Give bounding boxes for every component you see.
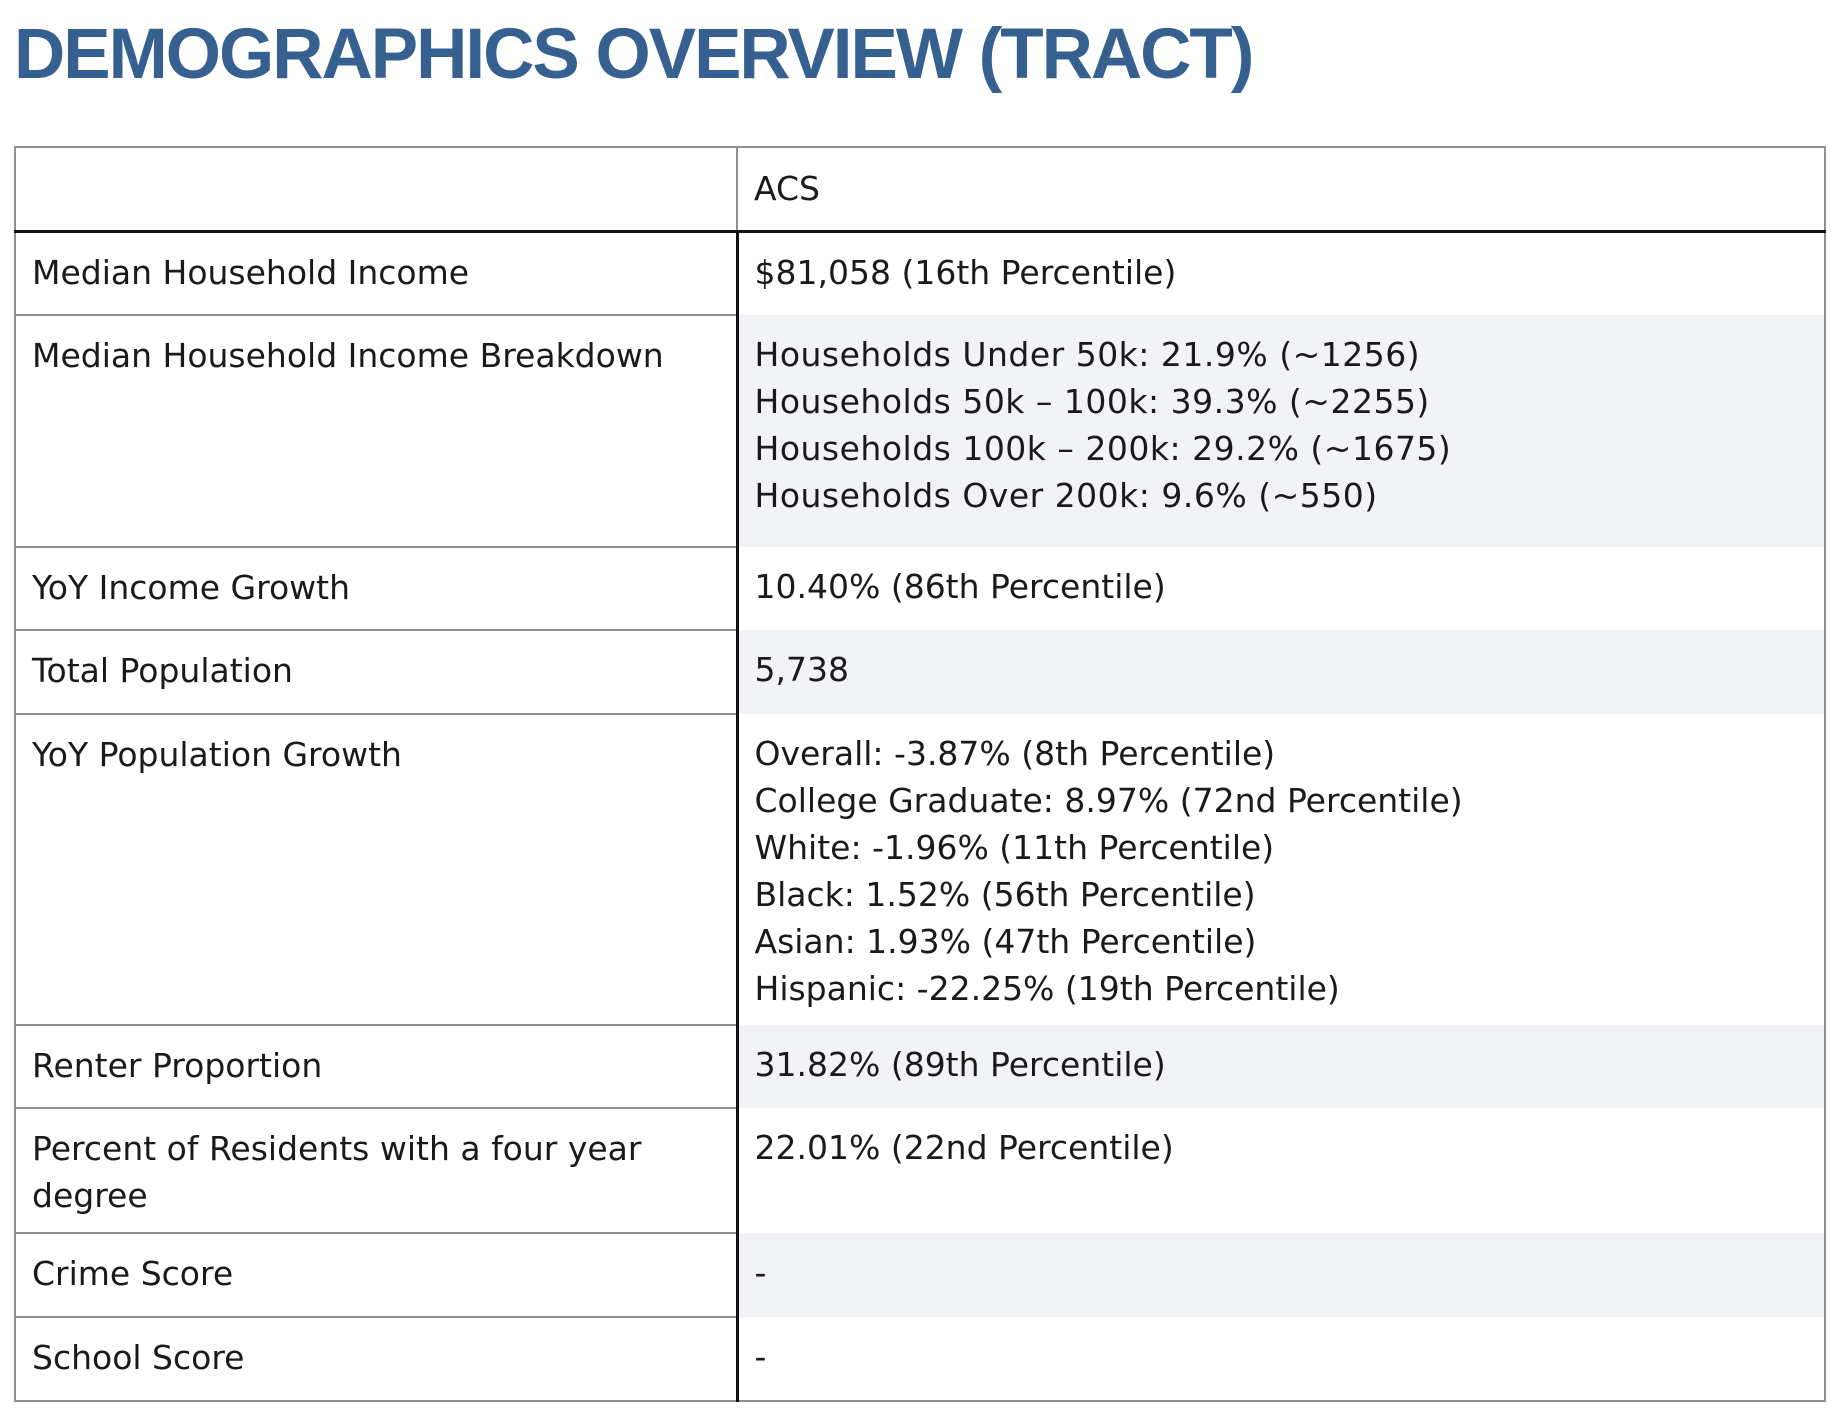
row-value: Overall: -3.87% (8th Percentile) College… <box>737 714 1825 1025</box>
row-yoy-income-growth: YoY Income Growth 10.40% (86th Percentil… <box>15 547 1825 631</box>
growth-hispanic: Hispanic: -22.25% (19th Percentile) <box>754 969 1340 1008</box>
row-yoy-population-growth: YoY Population Growth Overall: -3.87% (8… <box>15 714 1825 1026</box>
row-total-population: Total Population 5,738 <box>15 630 1825 715</box>
row-income-breakdown: Median Household Income Breakdown Househ… <box>15 315 1825 548</box>
row-label: Crime Score <box>15 1233 739 1318</box>
growth-college-graduate: College Graduate: 8.97% (72nd Percentile… <box>754 781 1463 820</box>
row-median-household-income: Median Household Income $81,058 (16th Pe… <box>15 231 1825 316</box>
table-header-row: ACS <box>15 146 1825 233</box>
row-label: Median Household Income <box>15 231 739 316</box>
page-title: DEMOGRAPHICS OVERVIEW (TRACT) <box>14 15 1254 94</box>
row-value: $81,058 (16th Percentile) <box>754 252 1177 292</box>
breakdown-over-200k: Households Over 200k: 9.6% (~550) <box>754 476 1378 515</box>
row-value: 5,738 <box>737 630 1825 714</box>
row-four-year-degree: Percent of Residents with a four year de… <box>15 1108 1825 1234</box>
row-value: - <box>737 1233 1825 1317</box>
row-value: 22.01% (22nd Percentile) <box>754 1128 1174 1167</box>
growth-white: White: -1.96% (11th Percentile) <box>754 828 1275 867</box>
row-label: YoY Population Growth <box>15 714 739 1026</box>
row-value: Households Under 50k: 21.9% (~1256) Hous… <box>737 315 1825 547</box>
demographics-table: ACS Median Household Income $81,058 (16t… <box>14 146 1826 1402</box>
row-value: - <box>737 1317 1825 1402</box>
row-renter-proportion: Renter Proportion 31.82% (89th Percentil… <box>15 1025 1825 1109</box>
breakdown-50k-100k: Households 50k – 100k: 39.3% (~2255) <box>754 382 1430 421</box>
row-label: Total Population <box>15 630 739 715</box>
row-school-score: School Score - <box>15 1317 1825 1402</box>
header-label-cell <box>15 146 738 233</box>
growth-overall: Overall: -3.87% (8th Percentile) <box>754 734 1276 773</box>
header-source-cell: ACS <box>737 146 1825 233</box>
row-label: Renter Proportion <box>15 1025 739 1109</box>
row-value: 10.40% (86th Percentile) <box>754 567 1166 606</box>
row-crime-score: Crime Score - <box>15 1233 1825 1318</box>
growth-black: Black: 1.52% (56th Percentile) <box>754 875 1256 914</box>
breakdown-under-50k: Households Under 50k: 21.9% (~1256) <box>754 335 1421 374</box>
growth-asian: Asian: 1.93% (47th Percentile) <box>754 922 1257 961</box>
breakdown-100k-200k: Households 100k – 200k: 29.2% (~1675) <box>754 429 1452 468</box>
row-value: 31.82% (89th Percentile) <box>737 1025 1825 1108</box>
row-label: Median Household Income Breakdown <box>15 315 739 548</box>
row-label: YoY Income Growth <box>15 547 739 631</box>
row-label: Percent of Residents with a four year de… <box>15 1108 739 1234</box>
row-label: School Score <box>15 1317 739 1402</box>
